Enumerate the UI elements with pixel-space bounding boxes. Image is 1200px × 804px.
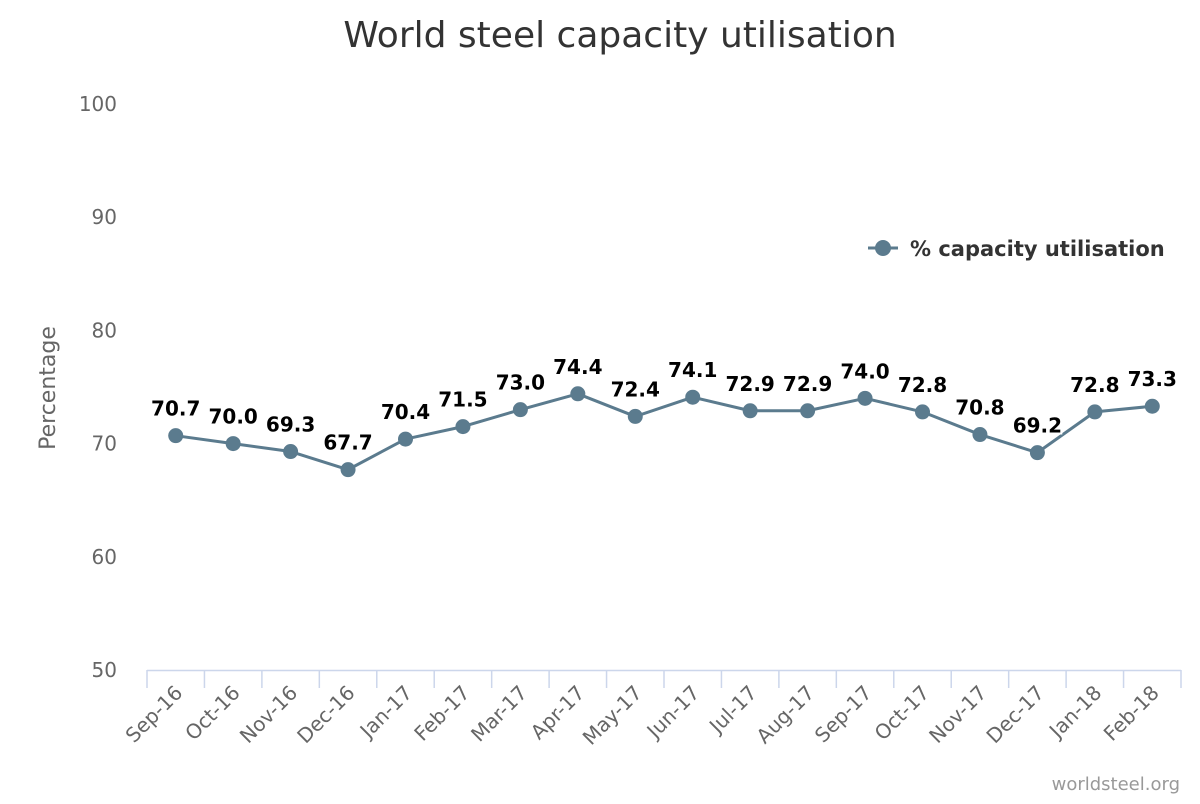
y-tick-label: 50: [92, 658, 117, 682]
x-tick-label: Feb-18: [1099, 681, 1164, 746]
data-label: 70.0: [208, 405, 257, 429]
data-label: 71.5: [438, 388, 487, 412]
x-tick-label: Sep-17: [810, 681, 877, 748]
data-point[interactable]: [857, 390, 873, 406]
data-label: 70.4: [381, 400, 430, 424]
data-label: 72.8: [1070, 373, 1119, 397]
credit-text[interactable]: worldsteel.org: [1052, 774, 1180, 795]
data-label: 69.2: [1013, 414, 1062, 438]
data-label: 72.9: [725, 372, 774, 396]
legend[interactable]: % capacity utilisation: [868, 237, 1165, 261]
y-axis-tick-labels: 50 60 70 80 90 100: [79, 92, 117, 682]
data-point[interactable]: [915, 404, 930, 420]
data-label: 73.0: [496, 371, 545, 395]
x-tick-label: Dec-17: [981, 681, 1048, 748]
y-tick-label: 90: [92, 205, 117, 229]
x-tick-label: Dec-16: [292, 681, 359, 748]
x-tick-label: Nov-16: [235, 681, 302, 748]
data-label: 74.1: [668, 358, 717, 382]
x-tick-label: May-17: [578, 681, 647, 750]
data-label: 67.7: [323, 431, 372, 455]
data-label: 70.8: [955, 396, 1004, 420]
data-point[interactable]: [340, 462, 356, 478]
y-tick-label: 70: [92, 432, 117, 456]
x-tick-label: Jan-17: [354, 681, 417, 744]
data-label: 73.3: [1128, 367, 1177, 391]
series-line: [175, 392, 1153, 472]
x-tick-label: Nov-17: [924, 681, 991, 748]
data-label: 72.4: [611, 377, 660, 401]
data-point[interactable]: [800, 403, 816, 419]
data-point[interactable]: [398, 431, 413, 447]
y-tick-label: 100: [79, 92, 117, 116]
data-label: 69.3: [266, 413, 315, 437]
data-point[interactable]: [455, 419, 471, 435]
x-axis-tick-labels: Sep-16Oct-16Nov-16Dec-16Jan-17Feb-17Mar-…: [121, 681, 1164, 750]
y-tick-label: 60: [92, 545, 117, 569]
x-tick-label: Sep-16: [121, 681, 188, 748]
data-label: 72.8: [898, 373, 947, 397]
x-tick-label: Feb-17: [409, 681, 474, 746]
data-point[interactable]: [512, 402, 528, 418]
data-point[interactable]: [168, 428, 184, 444]
chart-title: World steel capacity utilisation: [343, 15, 896, 56]
data-point[interactable]: [225, 436, 241, 452]
data-point[interactable]: [1144, 398, 1160, 414]
x-tick-label: Oct-17: [870, 681, 935, 746]
y-axis-title: Percentage: [36, 326, 61, 450]
data-point[interactable]: [1029, 445, 1045, 461]
data-label: 74.4: [553, 355, 602, 379]
x-tick-label: Mar-17: [466, 681, 532, 747]
data-point[interactable]: [685, 389, 701, 405]
data-point[interactable]: [742, 403, 758, 419]
legend-item-label: % capacity utilisation: [910, 237, 1165, 261]
x-tick-label: Aug-17: [751, 681, 819, 749]
legend-marker-symbol: [875, 240, 891, 256]
data-label: 74.0: [840, 359, 889, 383]
x-tick-label: Jan-18: [1043, 681, 1106, 744]
y-tick-label: 80: [92, 318, 117, 342]
data-point[interactable]: [627, 408, 643, 424]
x-tick-label: Jun-17: [641, 681, 705, 745]
data-point[interactable]: [570, 386, 586, 402]
series-layer: 70.7 70.0 69.3 67.7 70.4 71.5 73.0 74.4 72.4 74.1…: [149, 353, 1179, 478]
x-axis: [146, 669, 1182, 688]
x-tick-label: Oct-16: [180, 681, 245, 746]
data-point[interactable]: [1087, 404, 1103, 420]
data-point[interactable]: [283, 444, 299, 460]
data-label: 72.9: [783, 372, 832, 396]
data-label: 70.7: [151, 397, 200, 421]
data-point[interactable]: [972, 427, 988, 443]
